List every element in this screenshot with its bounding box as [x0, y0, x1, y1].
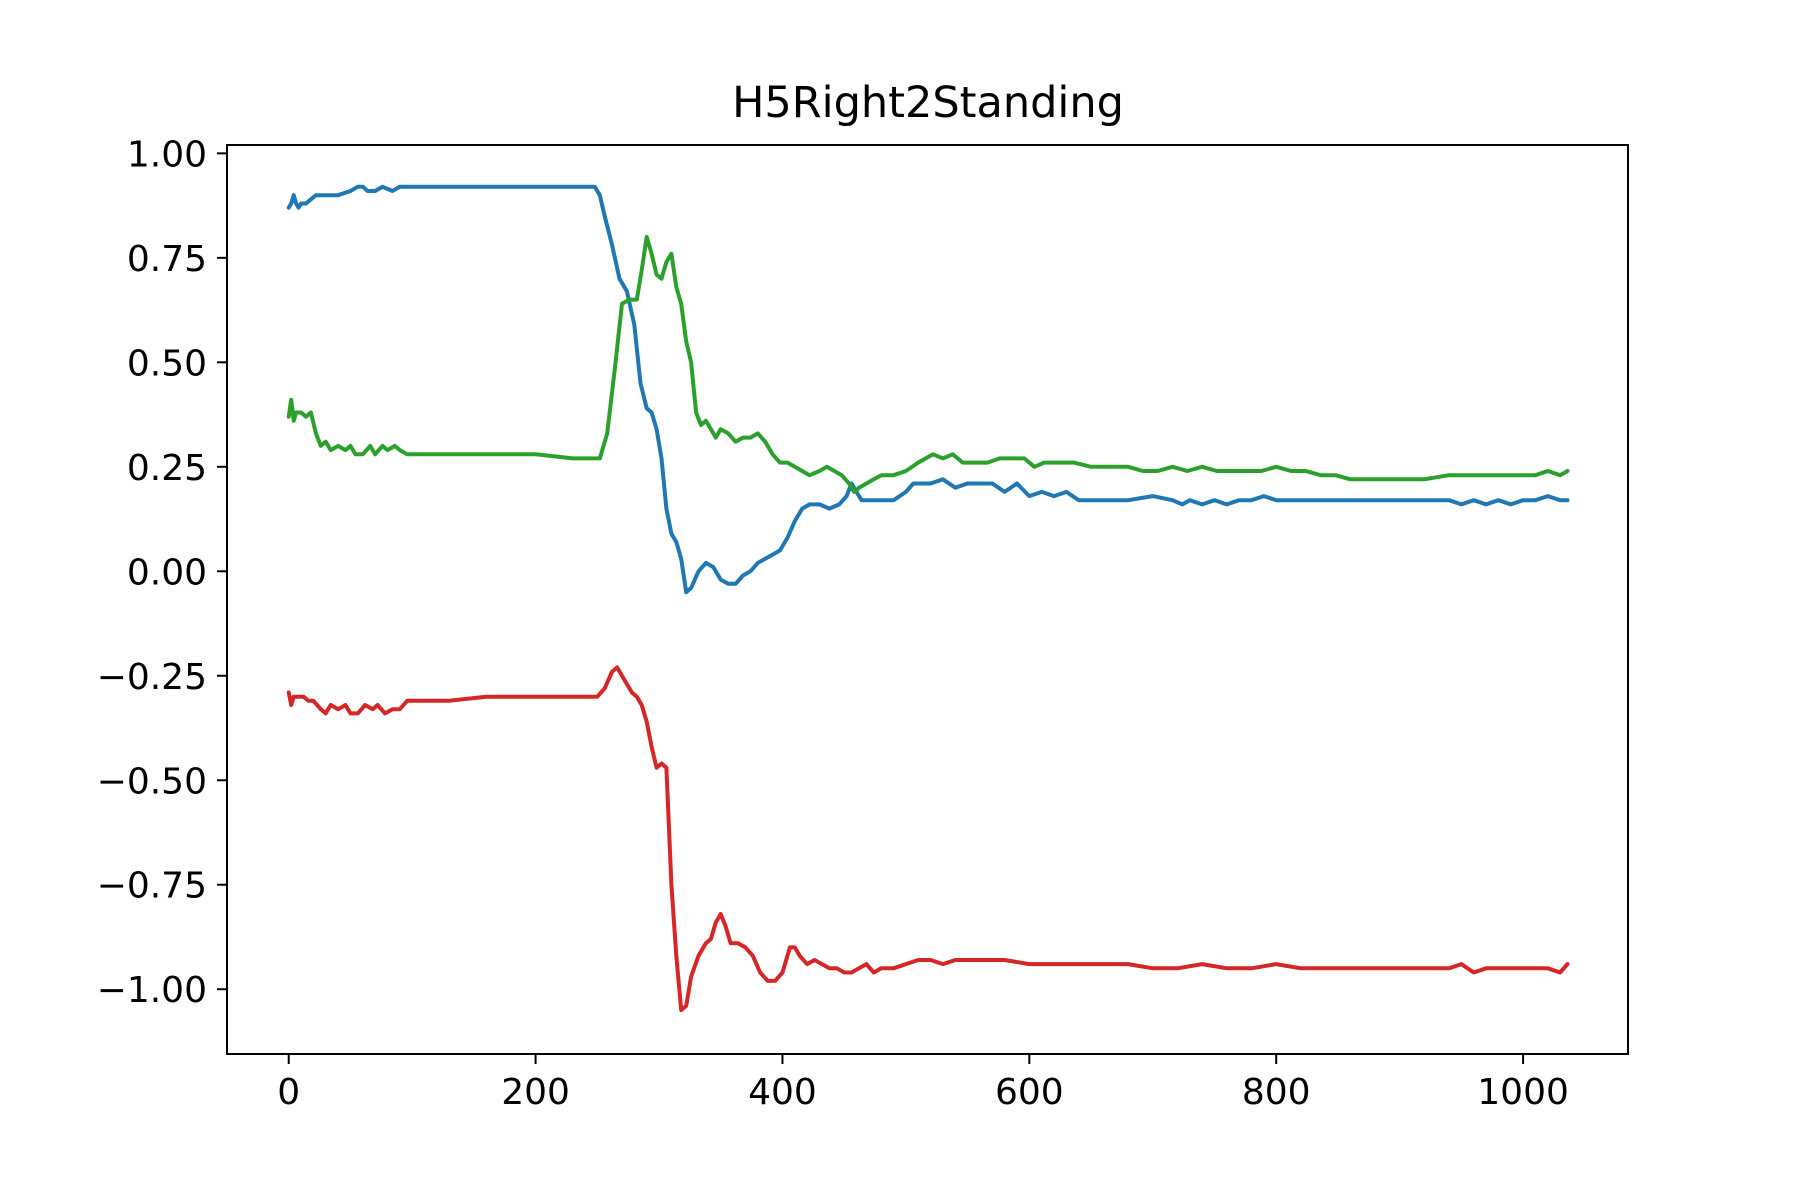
y-tick-label: 0.50 [127, 343, 207, 384]
series-layer [286, 184, 1570, 1013]
series-line-1 [286, 184, 1570, 595]
x-tick-label: 600 [995, 1072, 1064, 1113]
series-line-3 [286, 665, 1570, 1013]
y-tick-label: −0.25 [97, 657, 207, 698]
y-tick-label: −1.00 [97, 970, 207, 1011]
chart-title: H5Right2Standing [732, 78, 1124, 128]
x-tick-label: 400 [748, 1072, 817, 1113]
y-tick-label: 1.00 [127, 134, 207, 175]
y-tick-label: 0.25 [127, 448, 207, 489]
y-tick-label: 0.00 [127, 552, 207, 593]
x-axis: 0 200 400 600 800 1000 [277, 1054, 1569, 1113]
plot-area [226, 144, 1629, 1055]
y-tick-label: 0.75 [127, 239, 207, 280]
y-tick-label: −0.75 [97, 866, 207, 907]
x-tick-label: 800 [1242, 1072, 1311, 1113]
x-tick-label: 1000 [1477, 1072, 1569, 1113]
x-tick-label: 200 [501, 1072, 570, 1113]
axes-frame [226, 144, 1629, 1055]
series-line-2 [286, 234, 1570, 494]
y-axis: 1.00 0.75 0.50 0.25 0.00 −0.25 −0.50 −0.75 −1.00 [97, 134, 227, 1011]
x-tick-label: 0 [277, 1072, 300, 1113]
y-tick-label: −0.50 [97, 761, 207, 802]
